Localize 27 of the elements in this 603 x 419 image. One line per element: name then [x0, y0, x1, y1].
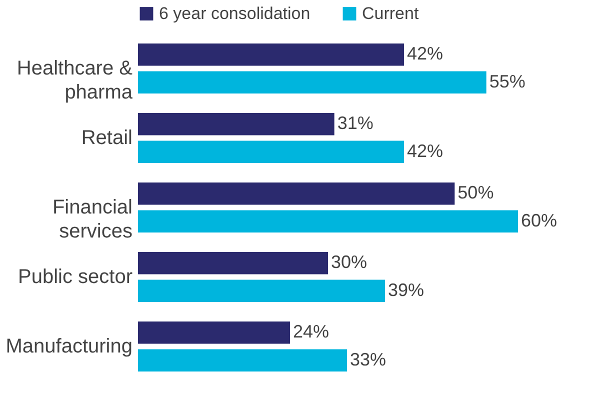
y-tick-label: Manufacturing [6, 336, 132, 358]
data-label: 55% [489, 71, 526, 92]
y-tick-label: Financial services [52, 196, 132, 242]
bar [138, 349, 347, 372]
data-label: 42% [407, 44, 444, 64]
bar [138, 71, 486, 94]
data-label: 30% [331, 252, 368, 272]
bar [138, 210, 518, 233]
data-label: 60% [521, 210, 558, 230]
data-label: 39% [388, 280, 424, 300]
bar [138, 43, 404, 66]
y-tick-label: Public sector [18, 266, 133, 288]
bar [138, 252, 328, 274]
y-tick-label: Healthcare & pharma [16, 57, 134, 104]
data-label: 33% [350, 349, 386, 370]
y-tick-label: Retail [81, 127, 132, 149]
data-label: 24% [293, 322, 330, 342]
bar [138, 321, 290, 344]
data-label: 50% [458, 182, 494, 203]
data-label: 31% [337, 113, 374, 134]
legend-label: Current [362, 4, 419, 23]
bar [138, 112, 334, 136]
legend-label: 6 year consolidation [159, 4, 310, 23]
bar [138, 280, 385, 302]
bar [138, 182, 455, 205]
bar [138, 140, 404, 164]
data-label: 42% [407, 140, 444, 161]
